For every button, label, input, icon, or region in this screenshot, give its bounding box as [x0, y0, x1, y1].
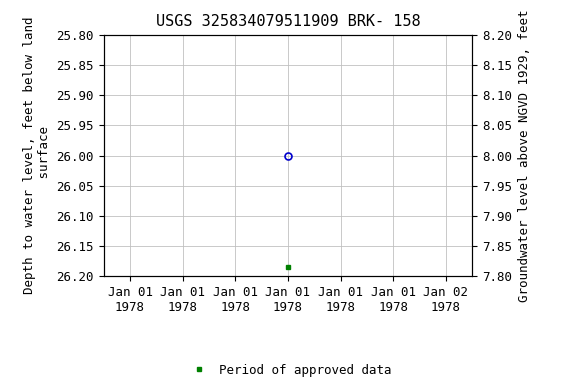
Legend: Period of approved data: Period of approved data: [180, 359, 396, 382]
Y-axis label: Depth to water level, feet below land
 surface: Depth to water level, feet below land su…: [23, 17, 51, 294]
Y-axis label: Groundwater level above NGVD 1929, feet: Groundwater level above NGVD 1929, feet: [518, 9, 530, 302]
Title: USGS 325834079511909 BRK- 158: USGS 325834079511909 BRK- 158: [156, 14, 420, 29]
